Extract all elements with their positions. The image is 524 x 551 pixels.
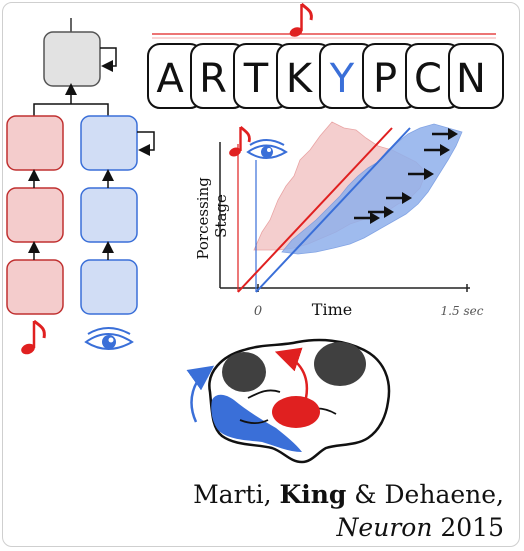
letter-char: T bbox=[243, 56, 269, 102]
citation: Marti, King & Dehaene, Neuron 2015 bbox=[193, 478, 504, 544]
auditory-box-1 bbox=[6, 115, 64, 171]
letter-char: C bbox=[414, 56, 442, 102]
music-note-icon bbox=[289, 2, 313, 37]
dark-region-left bbox=[222, 352, 266, 392]
letter-tile: K bbox=[276, 43, 332, 109]
auditory-box-3 bbox=[6, 259, 64, 315]
visual-arrow bbox=[186, 365, 215, 423]
top-gray-box bbox=[43, 31, 101, 87]
y-axis-label: Porcessing Stage bbox=[194, 172, 230, 259]
x-tick-end: 1.5 sec bbox=[441, 304, 484, 318]
letter-tile: C bbox=[405, 43, 461, 109]
letter-char: N bbox=[456, 56, 486, 102]
music-note-icon bbox=[21, 319, 46, 355]
citation-journal: Neuron 2015 bbox=[336, 513, 504, 542]
citation-authors: Marti, King & Dehaene, bbox=[193, 480, 504, 509]
letter-char: R bbox=[199, 56, 227, 102]
processing-stage-plot: Porcessing Stage Time 0 1.5 sec bbox=[194, 121, 484, 319]
eye-icon bbox=[84, 327, 134, 350]
music-note-icon bbox=[229, 125, 251, 157]
letter-tile: A bbox=[147, 43, 203, 109]
dark-region-right bbox=[314, 342, 366, 386]
auditory-cortex-region bbox=[272, 396, 320, 428]
x-axis-label: Time bbox=[312, 300, 352, 319]
eye-icon bbox=[246, 139, 288, 159]
auditory-arrow bbox=[274, 347, 309, 399]
letter-tile: P bbox=[362, 43, 418, 109]
arrow-icon bbox=[354, 128, 458, 224]
auditory-box-2 bbox=[6, 187, 64, 243]
visual-box-3 bbox=[80, 259, 138, 315]
letter-tile: N bbox=[448, 43, 504, 109]
letter-char: A bbox=[156, 56, 184, 102]
x-tick-zero: 0 bbox=[254, 304, 262, 319]
processing-hierarchy-diagram bbox=[6, 18, 155, 355]
letter-char: P bbox=[373, 56, 397, 102]
letter-tile-box bbox=[448, 43, 504, 109]
visual-box-2 bbox=[80, 187, 138, 243]
letter-char: K bbox=[286, 56, 314, 102]
visual-box-1 bbox=[80, 115, 138, 171]
letter-char: Y bbox=[329, 56, 355, 102]
letter-tile: Y bbox=[319, 43, 375, 109]
letter-tile: T bbox=[233, 43, 289, 109]
figure-frame bbox=[2, 2, 520, 547]
letter-tile: R bbox=[190, 43, 246, 109]
brain-illustration bbox=[186, 338, 391, 464]
